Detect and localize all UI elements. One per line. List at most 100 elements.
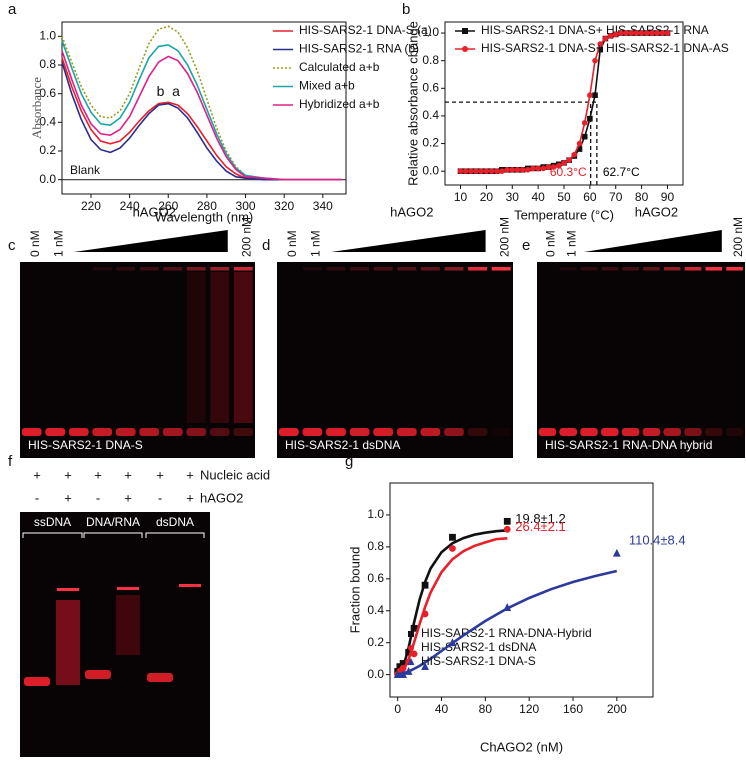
fit-curve [396,529,508,676]
marker [503,517,511,525]
marker [462,28,468,34]
x-tick-label: 120 [519,702,539,716]
tm-label: 60.3°C [550,165,587,179]
marker [449,533,456,541]
gel-caption: HIS-SARS2-1 RNA-DNA hybrid [545,438,712,452]
row-sign: + [94,467,102,482]
gel [20,262,255,458]
gel-band [663,428,681,436]
marker [587,115,593,122]
gel-label: hAGO2 [635,204,678,219]
y-tick-label: 0.4 [39,115,56,129]
panel-label: e [522,237,530,254]
y-tick-label: 0.2 [422,136,439,150]
gel-band [621,428,640,436]
gel-band [92,428,113,436]
marker [408,631,414,637]
lane-label: 0 nM [28,230,42,257]
annotation: b [157,83,165,99]
x-axis-title: ChAGO2 (nM) [480,739,563,754]
marker [393,670,402,679]
x-tick-label: 50 [557,190,571,204]
legend-label: HIS-SARS2-1 RNA-DNA-Hybrid [421,626,592,640]
gel-band [467,428,488,436]
gel-well-band [139,267,159,271]
x-tick-label: 320 [274,199,294,213]
legend-label: Calculated a+b [299,60,380,74]
marker [592,57,598,64]
fit-annotation: 26.4±2.1 [515,519,566,534]
legend-label: HIS-SARS2-1 DNA-S (a) [299,23,432,37]
y-tick-label: 0.6 [39,86,56,100]
marker [643,30,650,36]
marker [664,30,671,36]
marker [462,46,468,52]
lane-label: 1 nM [309,230,323,257]
gel-label: hAGO2 [133,204,176,219]
tm-label: 62.7°C [603,165,640,179]
x-tick-label: 60 [583,190,597,204]
x-tick-label: 280 [197,199,217,213]
gel-band [115,428,136,436]
row-label: Nucleic acid [200,467,270,482]
gel-well-band [726,267,743,271]
y-tick-label: 0.8 [39,57,56,71]
gel [277,262,513,458]
y-tick-label: 0.0 [367,667,384,681]
lane-label: 200 nM [497,217,511,257]
y-axis-title: Absorbance [29,77,44,139]
gel-well-band [559,267,577,271]
y-tick-label: 0.0 [39,172,56,186]
marker [410,650,418,658]
concentration-wedge [331,230,486,252]
row-sign: + [64,467,72,482]
marker [524,167,531,173]
gel-smear [233,272,253,423]
plot-frame [389,482,654,698]
annotation: Blank [70,163,101,177]
gel-well-band [684,267,702,271]
fit-curve [397,569,618,676]
row-sign: + [186,467,194,482]
gel-band [186,428,207,436]
marker [407,658,415,665]
y-tick-label: 0.2 [367,635,384,649]
marker [399,660,407,667]
gel-band [725,428,744,436]
series-line [61,50,343,181]
x-tick-label: 70 [609,190,623,204]
row-sign: - [158,490,162,505]
plot-frame [61,21,347,195]
gel-band [68,428,89,436]
marker [462,168,469,174]
gel-band [559,428,577,436]
marker [649,30,655,36]
gel-well-band [397,267,417,271]
gel-caption: HIS-SARS2-1 DNA-S [28,438,143,452]
gel-well-band [468,267,488,271]
y-axis-title: Relative absorbance change [405,21,420,186]
gel-well-band [179,584,201,587]
row-sign: + [33,467,41,482]
lane-label: 200 nM [731,217,745,257]
row-sign: - [35,490,39,505]
marker [550,164,557,170]
gel-band [21,428,42,436]
row-label: hAGO2 [200,490,243,505]
lane-label: 200 nM [239,217,253,257]
x-tick-label: 30 [506,190,520,204]
gel-band [147,673,173,682]
gel-band [444,428,464,436]
lane-label: 1 nM [51,230,65,257]
marker [612,548,621,557]
gel [20,512,210,757]
legend-label: HIS-SARS2-1 RNA (b) [299,42,419,56]
concentration-wedge [73,230,228,252]
gel-well-band [373,267,393,271]
fit-annotation: 110.4±8.4 [629,533,686,548]
gel-band [349,428,370,436]
legend-label: Mixed a+b [299,79,355,93]
gel-smear [116,595,140,655]
gel-band [162,428,183,436]
marker [566,157,572,163]
